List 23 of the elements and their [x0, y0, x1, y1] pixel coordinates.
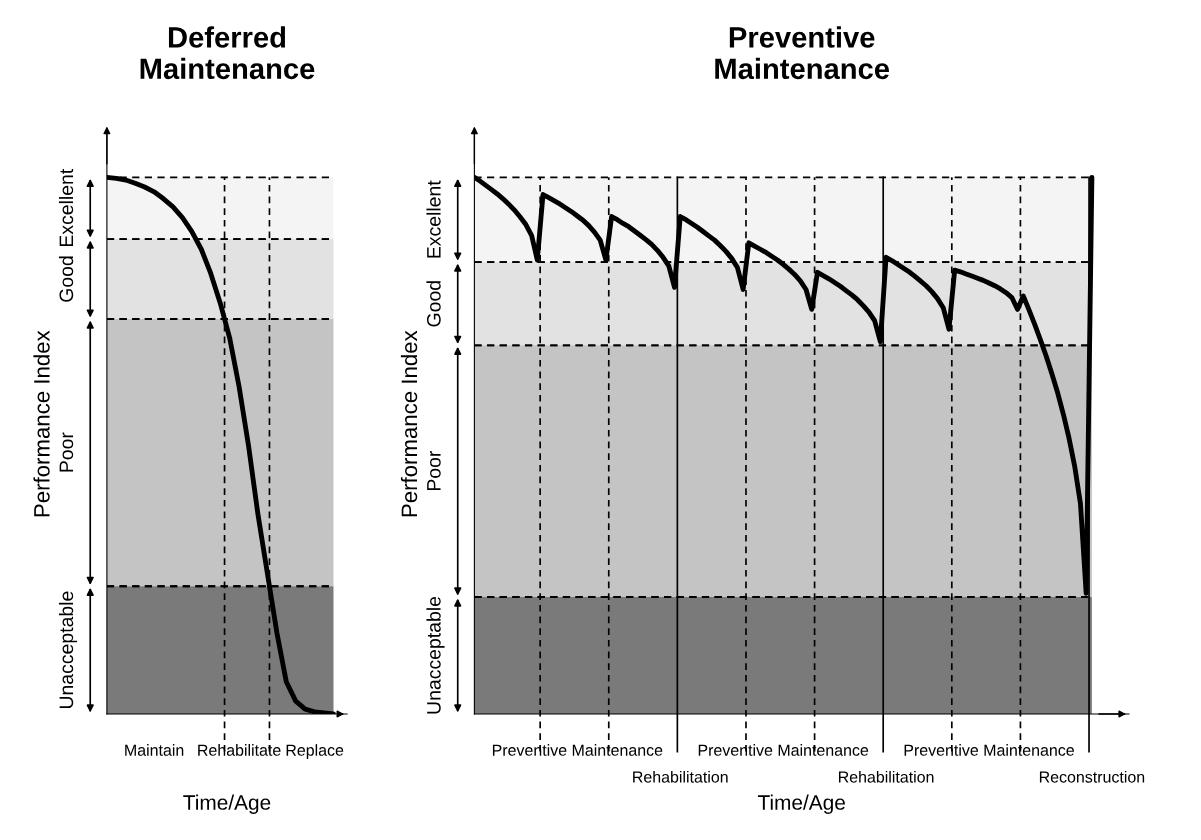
band-label: Excellent [58, 168, 74, 247]
x-axis-title: Time/Age [757, 794, 845, 814]
x-tick-label: Preventive Maintenance [698, 744, 869, 756]
band-label: Poor [59, 432, 74, 472]
band-label: Poor [427, 450, 441, 491]
band-label: Unacceptable [58, 591, 78, 709]
y-axis-title: Performance Index [400, 330, 418, 517]
x-tick-label: Rehabilitation [838, 770, 934, 783]
x-tick-label: Reconstruction [1039, 770, 1145, 783]
x-tick-label: Maintain [125, 744, 184, 756]
x-tick-label: Preventive Maintenance [492, 744, 663, 756]
band-label: Good [426, 281, 441, 327]
band-label: Unacceptable [426, 596, 445, 714]
x-tick-label: Rehabilitation [633, 770, 728, 783]
x-axis-title: Time/Age [183, 794, 271, 814]
x-tick-label: Preventive Maintenance [904, 744, 1074, 756]
chart-title: Preventive Maintenance [715, 26, 890, 80]
band-label: Excellent [426, 180, 441, 258]
band-label: Good [58, 256, 74, 302]
y-axis-title: Performance Index [33, 330, 50, 517]
chart-title: Deferred Maintenance [140, 26, 315, 80]
x-tick-label: Replace [286, 744, 344, 760]
x-tick-label: Rehabilitate [198, 744, 281, 756]
